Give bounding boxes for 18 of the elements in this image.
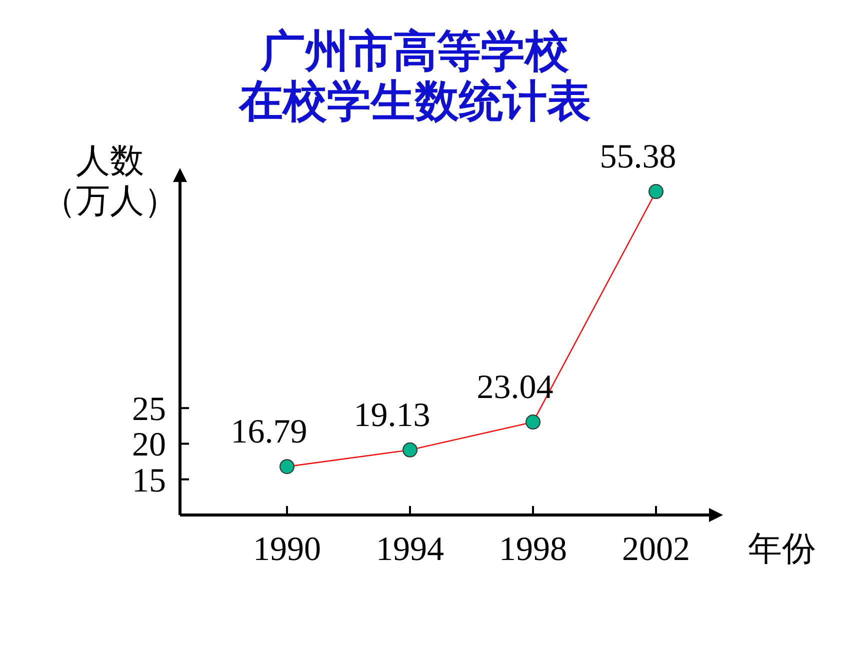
x-tick-label: 1998 <box>499 531 567 568</box>
y-axis-title: 人数（万人） <box>42 143 178 220</box>
data-label: 55.38 <box>600 138 676 176</box>
x-axis-title: 年份 <box>748 531 816 568</box>
x-tick-label: 1994 <box>376 531 444 568</box>
point <box>280 459 294 474</box>
point <box>402 442 418 458</box>
data-label: 19.13 <box>354 396 430 434</box>
y-tick-label: 20 <box>132 426 166 464</box>
y-tick-label: 15 <box>132 462 166 500</box>
x-tick-label: 2002 <box>622 531 690 568</box>
data-label: 16.79 <box>230 414 308 451</box>
point <box>526 414 540 430</box>
point <box>648 184 664 200</box>
x-tick-label: 1990 <box>253 531 321 568</box>
y-tick-label: 25 <box>132 391 166 428</box>
data-label: 23.04 <box>476 369 554 406</box>
chart-title: 广州市高等学校在校学生数统计表 <box>238 27 591 126</box>
